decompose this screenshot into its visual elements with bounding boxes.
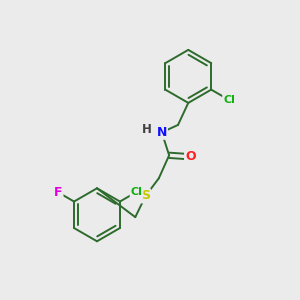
Text: N: N xyxy=(157,126,167,139)
Text: F: F xyxy=(54,186,62,199)
Text: Cl: Cl xyxy=(223,95,235,105)
Text: O: O xyxy=(185,150,196,163)
Text: H: H xyxy=(142,124,152,136)
Text: S: S xyxy=(141,189,150,203)
Text: Cl: Cl xyxy=(130,187,142,197)
